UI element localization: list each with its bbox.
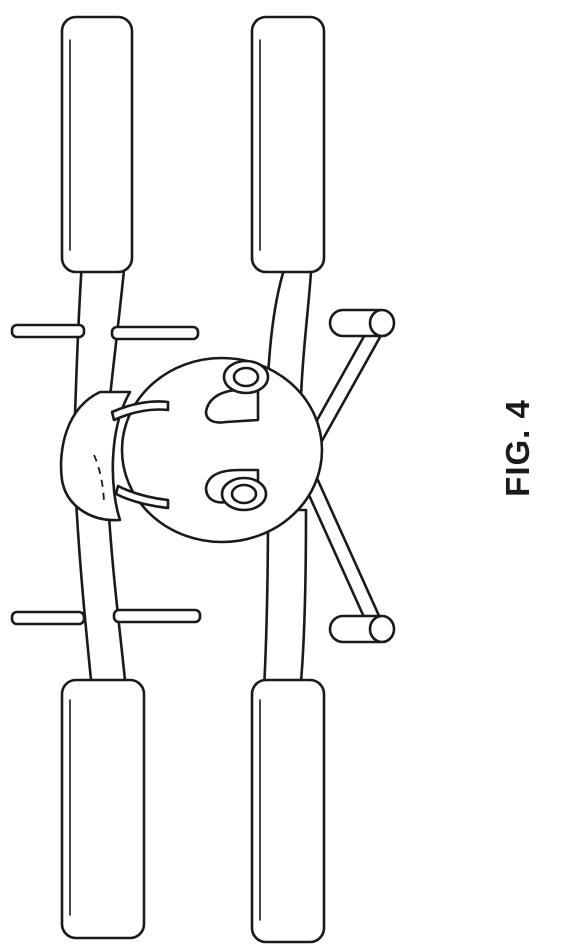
lift-pod-top-left: [62, 17, 132, 272]
propeller-blade: [112, 327, 198, 339]
lift-pod-bottom-left: [62, 680, 144, 938]
propeller-blade: [12, 612, 84, 624]
figure-label: FIG. 4: [499, 399, 537, 497]
landing-skid-end: [370, 310, 394, 336]
boom-lower-left: [76, 500, 126, 690]
landing-skid-end: [370, 616, 394, 642]
engine-intake-upper-inner: [234, 368, 258, 386]
propeller-blade: [114, 610, 200, 622]
landing-strut-lower: [304, 476, 380, 626]
lift-pod-bottom-right: [252, 680, 324, 942]
propeller-blade: [12, 325, 84, 337]
fuselage-body: [122, 358, 322, 542]
lift-pod-top-right: [252, 17, 324, 272]
engine-intake-lower-inner: [232, 485, 256, 503]
